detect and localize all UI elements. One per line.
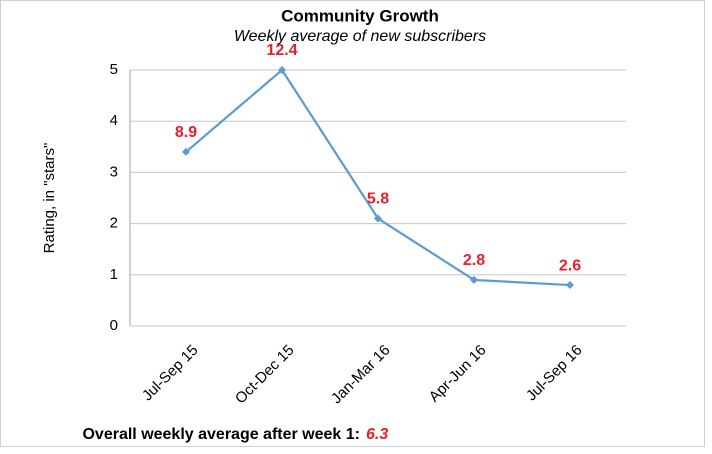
chart-subtitle: Weekly average of new subscribers: [234, 28, 486, 45]
x-tick-label: Oct-Dec 15: [232, 342, 298, 408]
y-tick-label: 0: [110, 317, 118, 334]
y-axis-label: Rating, in "stars": [41, 143, 58, 254]
y-tick-label: 5: [110, 61, 118, 78]
point: [566, 281, 574, 290]
x-tick-label: Jan-Mar 16: [328, 342, 394, 408]
y-tick-label: 1: [110, 266, 118, 283]
point-annotation: 2.6: [559, 257, 581, 274]
y-tick-label: 4: [110, 112, 118, 129]
point: [182, 147, 190, 156]
line: [185, 68, 571, 287]
point-annotation: 5.8: [367, 191, 389, 208]
frame: [0, 0, 705, 447]
y-tick-label: 3: [110, 163, 118, 180]
point-annotation: 12.4: [266, 42, 297, 59]
x-tick-label: Apr-Jun 16: [426, 342, 490, 406]
footnote-value: 6.3: [366, 426, 388, 443]
y-tick-label: 2: [110, 215, 118, 232]
point: [374, 214, 382, 223]
point: [278, 66, 286, 74]
x-tick-label: Jul-Sep 16: [523, 342, 586, 405]
chart-title: Community Growth: [281, 6, 439, 25]
x-tick-label: Jul-Sep 15: [139, 342, 202, 405]
point-annotation: 2.8: [463, 252, 485, 269]
footnote-text: Overall weekly average after week 1:: [82, 426, 360, 443]
point: [470, 275, 478, 284]
point-annotation: 8.9: [175, 124, 197, 141]
